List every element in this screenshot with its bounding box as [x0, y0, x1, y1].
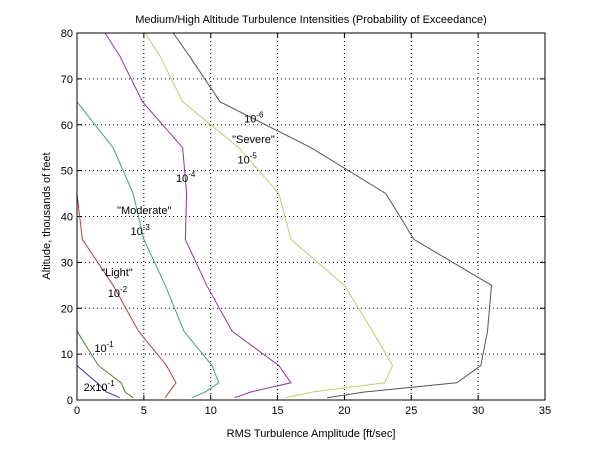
annotation-label: "Moderate" — [117, 205, 171, 217]
annotation-label: "Light" — [101, 267, 133, 279]
annotation-exponent: -1 — [107, 340, 115, 349]
annotation-label: 10-2 — [108, 285, 128, 300]
y-tick-label: 50 — [61, 166, 73, 178]
annotations: 2x10-1 10-1 "Light" 10-2 "Moderate" 10-3 10-4 "… — [84, 110, 275, 393]
x-tick-label: 25 — [405, 405, 417, 417]
x-tick-label: 30 — [472, 405, 484, 417]
series-line-10-5 — [144, 32, 394, 399]
series-line-10-4 — [104, 32, 292, 399]
y-tick-label: 70 — [61, 74, 73, 86]
annotation-label: 10-4 — [176, 170, 196, 185]
grid: 0 5 10 15 20 25 30 35 0 10 20 30 40 50 60 70 80 — [61, 28, 551, 417]
y-tick-label: 60 — [61, 120, 73, 132]
y-tick-label: 10 — [61, 349, 73, 361]
annotation-exponent: -6 — [256, 110, 264, 119]
x-tick-label: 10 — [205, 405, 217, 417]
annotation-label: "Severe" — [232, 134, 275, 146]
x-tick-label: 0 — [74, 405, 80, 417]
y-tick-label: 30 — [61, 257, 73, 269]
chart-title: Medium/High Altitude Turbulence Intensit… — [135, 14, 487, 26]
annotation-label: 2x10-1 — [84, 379, 116, 394]
annotation-label: 10-5 — [237, 152, 257, 167]
annotation-exponent: -4 — [188, 170, 196, 179]
y-tick-label: 40 — [61, 212, 73, 224]
x-tick-label: 20 — [338, 405, 350, 417]
annotation-label: 10-1 — [94, 340, 114, 355]
x-tick-label: 15 — [271, 405, 283, 417]
series-line-10-6 — [172, 32, 493, 399]
x-tick-label: 5 — [141, 405, 147, 417]
x-tick-label: 35 — [539, 405, 551, 417]
y-axis-label: Altitude, thousands of feet — [41, 152, 53, 279]
annotation-exponent: -5 — [250, 152, 258, 161]
annotation-exponent: -3 — [143, 223, 151, 232]
y-tick-label: 80 — [61, 28, 73, 40]
annotation-exponent: -2 — [120, 285, 128, 294]
y-tick-label: 20 — [61, 303, 73, 315]
y-tick-label: 0 — [67, 395, 73, 407]
annotation-label: 10-6 — [244, 110, 264, 125]
annotation-label: 10-3 — [130, 223, 150, 238]
plot-frame — [76, 32, 546, 401]
annotation-exponent: -1 — [108, 379, 116, 388]
x-axis-label: RMS Turbulence Amplitude [ft/sec] — [227, 428, 396, 440]
